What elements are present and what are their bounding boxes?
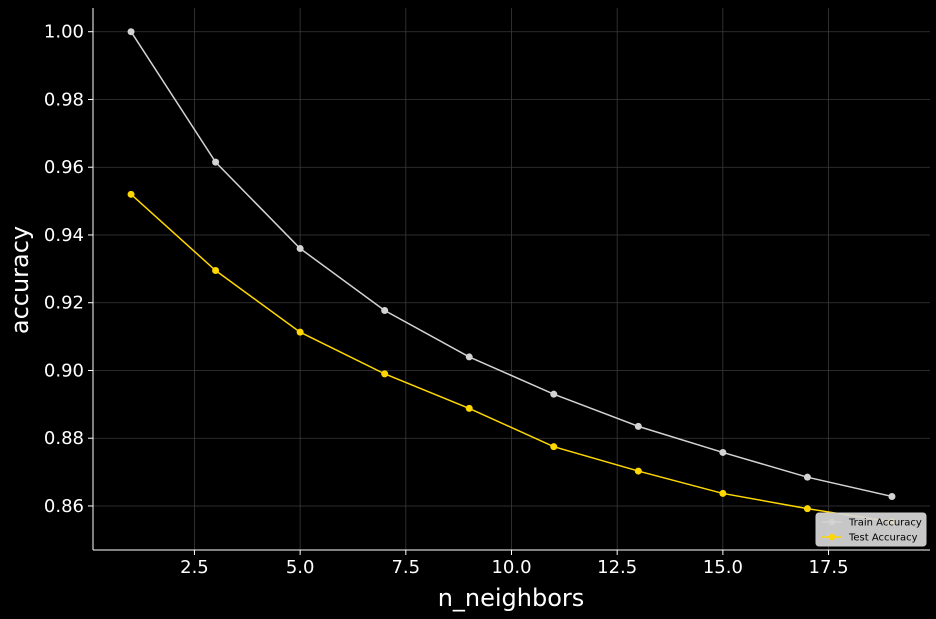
x-tick-label: 12.5 (597, 557, 637, 578)
series-line (130, 193, 893, 523)
data-point (634, 467, 642, 475)
x-tick-label: 10.0 (491, 557, 531, 578)
x-tick-label: 5.0 (286, 557, 315, 578)
x-tick-label: 15.0 (703, 557, 743, 578)
data-point (634, 422, 642, 430)
y-tick-label: 0.90 (44, 360, 84, 381)
data-point (465, 353, 473, 361)
x-axis-label: n_neighbors (438, 584, 585, 612)
y-axis-label: accuracy (6, 226, 34, 334)
legend-item: Test Accuracy (822, 533, 918, 544)
legend-swatch-marker (828, 518, 836, 526)
legend: Train Accuracy Test Accuracy (815, 512, 927, 547)
data-point (381, 370, 389, 378)
data-point (719, 448, 727, 456)
grid (93, 8, 930, 550)
legend-swatch-marker (828, 533, 836, 541)
y-tick-label: 1.00 (44, 22, 84, 43)
y-axis-ticks: 0.86 0.88 0.90 0.92 0.94 0.96 0.98 1.00 (44, 22, 93, 517)
data-point (803, 505, 811, 513)
x-tick-label: 7.5 (391, 557, 420, 578)
series-group (127, 28, 896, 526)
legend-label: Test Accuracy (848, 533, 918, 544)
data-point (212, 267, 220, 275)
data-point (212, 158, 220, 166)
data-point (803, 473, 811, 481)
data-point (127, 190, 135, 198)
x-tick-label: 2.5 (180, 557, 209, 578)
data-point (296, 245, 304, 253)
y-tick-label: 0.86 (44, 496, 84, 517)
data-point (888, 492, 896, 500)
legend-item: Train Accuracy (822, 518, 922, 529)
y-tick-label: 0.94 (44, 225, 84, 246)
legend-box (815, 512, 927, 547)
y-tick-label: 0.98 (44, 89, 84, 110)
data-point (465, 404, 473, 412)
data-point (381, 307, 389, 315)
data-point (719, 489, 727, 497)
y-tick-label: 0.96 (44, 157, 84, 178)
legend-label: Train Accuracy (848, 518, 922, 529)
data-point (550, 443, 558, 451)
data-point (550, 390, 558, 398)
data-point (296, 328, 304, 336)
x-axis-ticks: 2.5 5.0 7.5 10.0 12.5 15.0 17.5 (180, 550, 849, 578)
y-tick-label: 0.88 (44, 428, 84, 449)
series-line (130, 31, 893, 498)
data-point (127, 28, 135, 36)
series-train-accuracy (127, 28, 896, 500)
y-tick-label: 0.92 (44, 293, 84, 314)
x-tick-label: 17.5 (809, 557, 849, 578)
